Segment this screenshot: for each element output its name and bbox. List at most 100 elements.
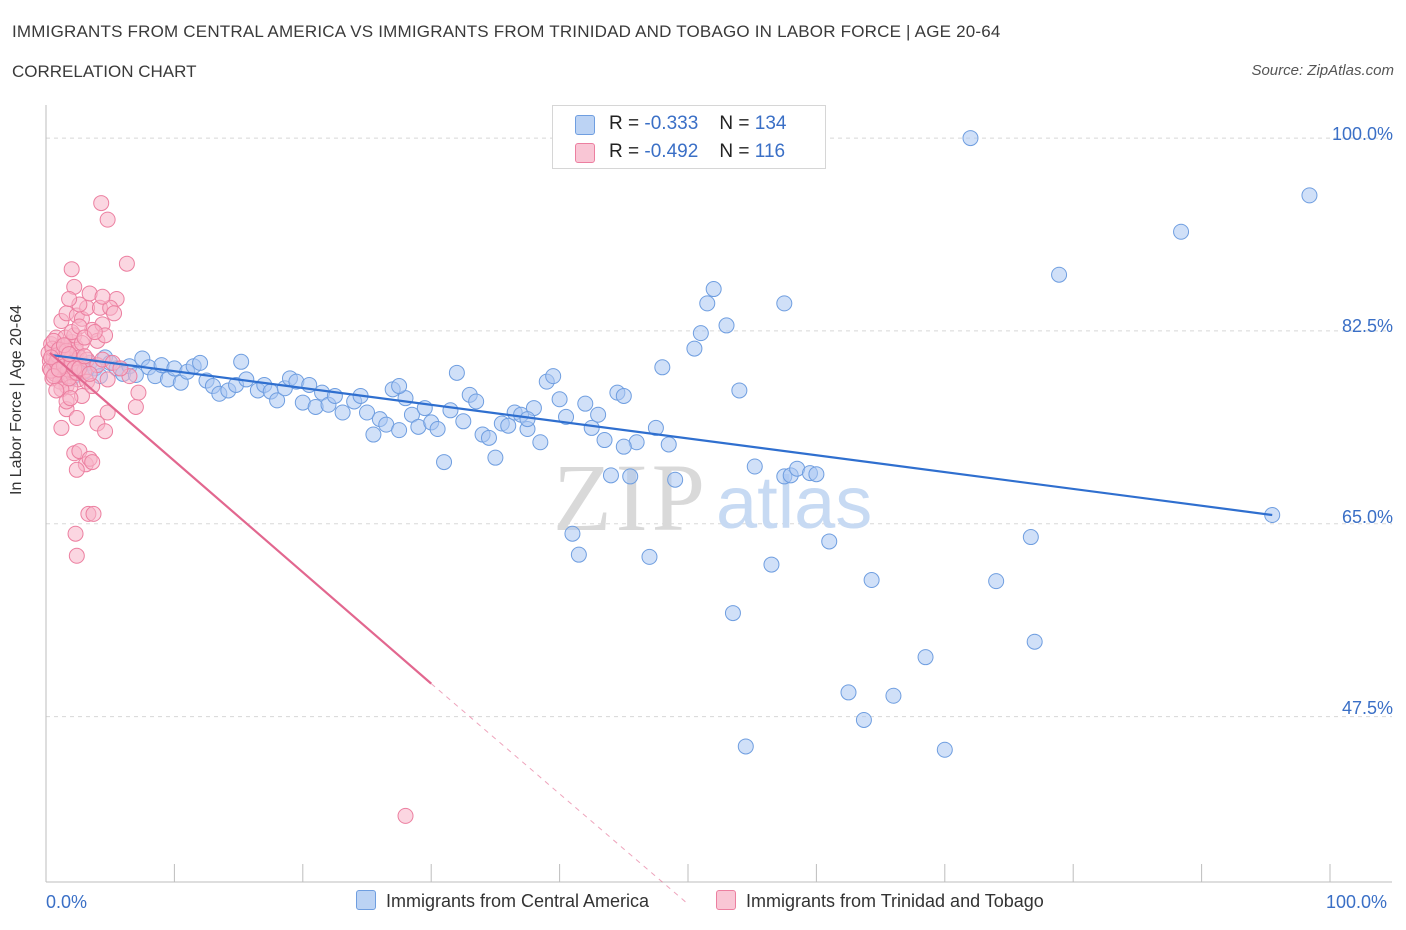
point-central-america-117 [855,711,872,728]
point-central-america-122 [962,130,979,147]
y-axis-label: In Labor Force | Age 20-64 [8,304,25,495]
point-central-america-109 [763,556,780,573]
point-central-america-49 [334,404,351,421]
point-central-america-99 [667,471,684,488]
y-tick-label-82-5: 82.5% [1341,316,1393,336]
legend-swatch-blue [575,115,595,135]
point-trinidad-tobago-102 [48,382,65,399]
point-central-america-83 [558,408,575,425]
bottom-legend-central-america: Immigrants from Central America [356,890,649,912]
point-trinidad-tobago-107 [43,349,60,366]
point-central-america-125 [1026,633,1043,650]
point-central-america-88 [590,406,607,423]
point-central-america-104 [718,317,735,334]
bottom-legend-swatch-pink [716,890,736,910]
point-central-america-92 [615,387,632,404]
point-central-america-67 [455,413,472,430]
point-central-america-118 [863,572,880,589]
point-central-america-57 [391,422,408,439]
legend-r-label: R = [609,113,640,134]
trendline-trinidad-tobago [49,352,432,685]
point-central-america-120 [917,649,934,666]
point-trinidad-tobago-86 [84,454,101,471]
trendline-central-america [52,354,1273,517]
y-tick-label-100: 100.0% [1331,124,1393,144]
point-trinidad-tobago-89 [85,505,102,522]
point-trinidad-tobago-65 [61,290,78,307]
point-central-america-126 [1051,266,1068,283]
stats-legend: R = -0.333 N = 134 R = -0.492 N = 116 [552,105,826,169]
point-trinidad-tobago-78 [68,410,85,427]
point-trinidad-tobago-115 [397,807,414,824]
point-central-america-65 [442,402,459,419]
points-layer [40,130,1318,824]
point-trinidad-tobago-113 [76,348,93,365]
point-trinidad-tobago-81 [99,404,116,421]
point-central-america-87 [583,419,600,436]
point-central-america-85 [570,546,587,563]
point-central-america-123 [988,573,1005,590]
point-central-america-82 [551,391,568,408]
point-central-america-93 [622,468,639,485]
point-central-america-72 [487,449,504,466]
point-central-america-121 [936,741,953,758]
point-central-america-34 [233,353,250,370]
point-trinidad-tobago-68 [86,324,103,341]
point-trinidad-tobago-90 [67,525,84,542]
point-central-america-64 [436,454,453,471]
y-tick-label-65: 65.0% [1341,507,1393,527]
legend-n-value: 116 [754,141,786,162]
point-central-america-90 [602,467,619,484]
point-central-america-133 [391,378,408,395]
bottom-legend-trinidad-tobago: Immigrants from Trinidad and Tobago [716,890,1044,912]
legend-n-value: 134 [754,113,787,134]
point-central-america-102 [699,295,716,312]
point-central-america-39 [269,392,286,409]
chart-subtitle: CORRELATION CHART [12,62,197,81]
point-central-america-89 [596,432,613,449]
trend-layer [49,352,1273,905]
point-central-america-131 [615,438,632,455]
point-central-america-128 [1301,187,1318,204]
point-central-america-86 [577,395,594,412]
point-trinidad-tobago-111 [61,346,78,363]
watermark: ZIP atlas [553,444,872,551]
legend-r-value: -0.333 [644,113,699,134]
source-credit: Source: ZipAtlas.com [1251,62,1394,79]
point-trinidad-tobago-97 [127,398,144,415]
y-tick-label-47-5: 47.5% [1341,698,1393,718]
point-central-america-81 [545,368,562,385]
bottom-legend-label: Immigrants from Trinidad and Tobago [746,891,1044,911]
point-trinidad-tobago-73 [118,255,135,272]
trendline-trinidad-tobago-extension [430,683,689,905]
point-central-america-28 [192,354,209,371]
point-trinidad-tobago-104 [99,371,116,388]
point-central-america-115 [821,533,838,550]
point-central-america-71 [480,429,497,446]
point-trinidad-tobago-91 [68,547,85,564]
point-central-america-130 [776,295,793,312]
point-central-america-116 [840,684,857,701]
point-central-america-63 [429,421,446,438]
point-trinidad-tobago-74 [93,195,110,212]
x-tick-label-min: 0.0% [46,892,88,912]
chart-title: IMMIGRANTS FROM CENTRAL AMERICA VS IMMIG… [12,22,1001,41]
point-trinidad-tobago-98 [130,384,147,401]
point-central-america-106 [731,382,748,399]
point-central-america-69 [468,393,485,410]
point-trinidad-tobago-71 [106,305,123,322]
point-central-america-127 [1173,223,1190,240]
point-central-america-100 [686,340,703,357]
point-central-america-124 [1022,529,1039,546]
point-central-america-107 [737,738,754,755]
legend-swatch-pink [575,143,595,163]
bottom-legend-label: Immigrants from Central America [386,891,650,911]
point-trinidad-tobago-75 [99,211,116,228]
point-central-america-103 [705,281,722,298]
point-trinidad-tobago-114 [81,365,98,382]
bottom-legend-swatch-blue [356,890,376,910]
legend-r-value: -0.492 [644,141,699,162]
point-central-america-66 [448,364,465,381]
legend-n-label: N = [719,113,750,134]
